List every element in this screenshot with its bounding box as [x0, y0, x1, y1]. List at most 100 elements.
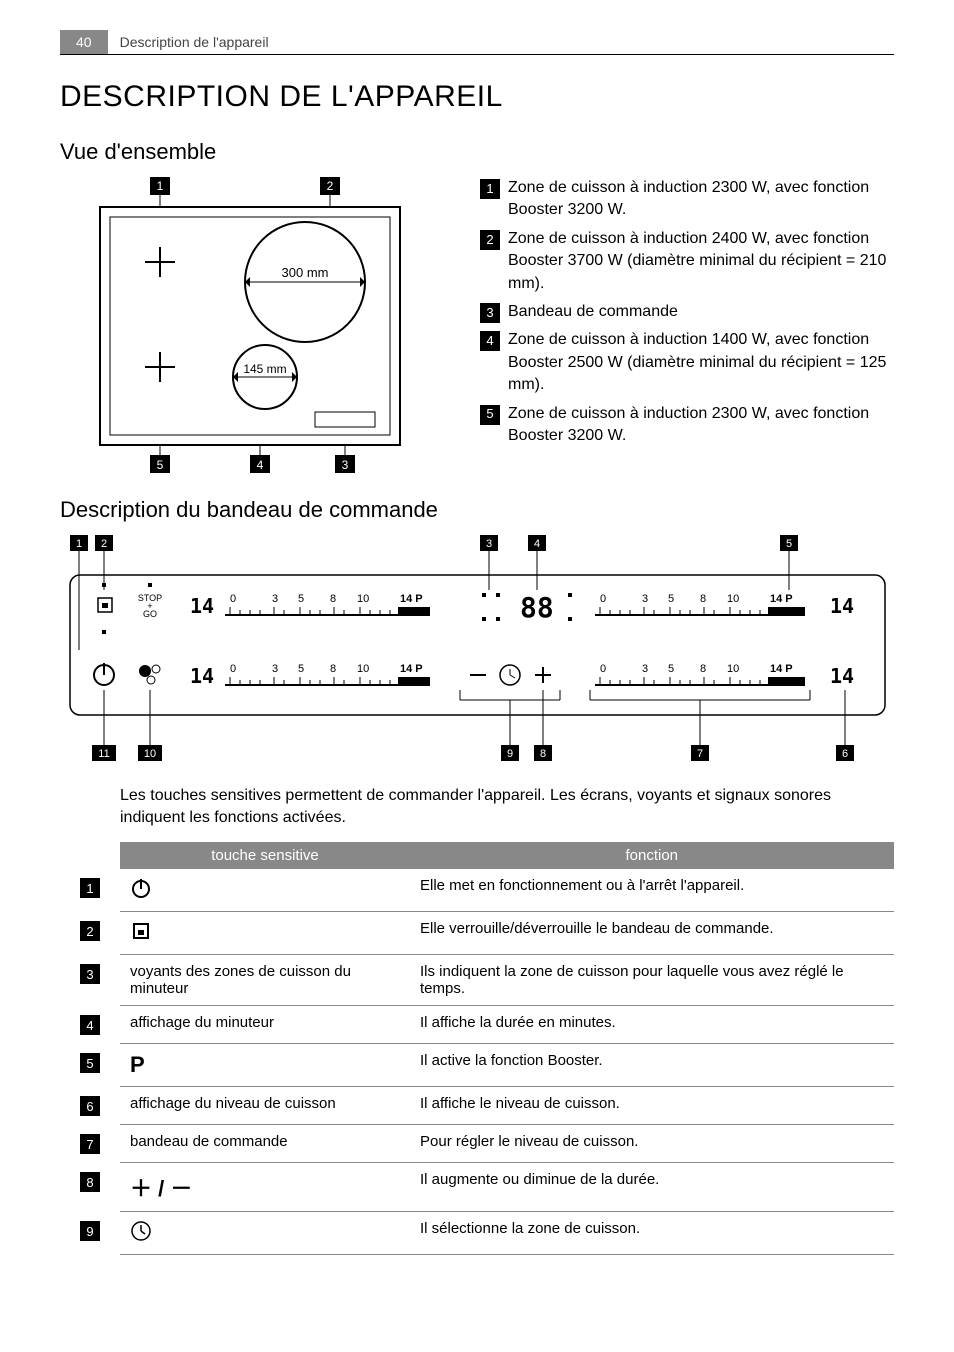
header-section-title: Description de l'appareil [120, 34, 269, 50]
svg-text:GO: GO [143, 609, 157, 619]
svg-text:0: 0 [600, 663, 606, 675]
legend-badge: 5 [480, 405, 500, 425]
table-row-badge: 4 [80, 1015, 100, 1035]
table-function-cell: Elle verrouille/déverrouille le bandeau … [410, 911, 894, 954]
legend-badge: 3 [480, 303, 500, 323]
legend-item: 3 Bandeau de commande [480, 301, 894, 323]
table-function-cell: Pour régler le niveau de cuisson. [410, 1124, 894, 1162]
svg-text:14 P: 14 P [400, 593, 423, 605]
table-row-badge: 9 [80, 1221, 100, 1241]
svg-text:0: 0 [230, 593, 236, 605]
svg-text:14: 14 [190, 594, 214, 618]
booster-icon: P [130, 1052, 145, 1077]
svg-text:3: 3 [642, 593, 648, 605]
overview-legend: 1 Zone de cuisson à induction 2300 W, av… [480, 177, 894, 477]
svg-text:14: 14 [830, 664, 854, 688]
page-number: 40 [60, 30, 108, 54]
legend-item: 2 Zone de cuisson à induction 2400 W, av… [480, 228, 894, 295]
svg-text:9: 9 [507, 748, 513, 760]
cooktop-diagram: 1 2 300 mm 145 mm [60, 177, 430, 477]
svg-text:10: 10 [144, 748, 156, 760]
legend-badge: 2 [480, 230, 500, 250]
svg-text:10: 10 [727, 593, 739, 605]
svg-text:14 P: 14 P [400, 663, 423, 675]
svg-text:7: 7 [697, 748, 703, 760]
svg-text:5: 5 [668, 593, 674, 605]
svg-text:1: 1 [157, 179, 164, 193]
table-row: 2 Elle verrouille/déverrouille le bandeau… [60, 911, 894, 954]
table-symbol-cell [120, 1211, 410, 1254]
table-symbol-cell [120, 911, 410, 954]
table-function-cell: Il augmente ou diminue de la durée. [410, 1162, 894, 1211]
table-row-badge: 3 [80, 964, 100, 984]
legend-text: Zone de cuisson à induction 1400 W, avec… [508, 329, 894, 396]
svg-text:0: 0 [600, 593, 606, 605]
svg-text:0: 0 [230, 663, 236, 675]
table-row-badge: 1 [80, 878, 100, 898]
panel-svg: 1 2 3 4 5 STOP + GO 14 03581014 P [60, 535, 890, 765]
panel-heading: Description du bandeau de commande [60, 497, 894, 523]
svg-text:4: 4 [257, 458, 264, 472]
table-symbol-cell: affichage du niveau de cuisson [120, 1086, 410, 1124]
svg-text:14 P: 14 P [770, 663, 793, 675]
table-row-badge: 7 [80, 1134, 100, 1154]
table-function-cell: Elle met en fonctionnement ou à l'arrêt … [410, 868, 894, 911]
svg-text:5: 5 [298, 593, 304, 605]
table-row: 6 affichage du niveau de cuissonIl affich… [60, 1086, 894, 1124]
table-row-badge: 6 [80, 1096, 100, 1116]
table-row: 7 bandeau de commandePour régler le nivea… [60, 1124, 894, 1162]
table-header-symbol: touche sensitive [120, 842, 410, 868]
svg-text:10: 10 [357, 663, 369, 675]
table-row: 4affichage du minuteurIl affiche la duré… [60, 1005, 894, 1043]
svg-text:8: 8 [330, 663, 336, 675]
svg-text:3: 3 [272, 593, 278, 605]
power-icon [130, 877, 152, 899]
table-row: 9Il sélectionne la zone de cuisson. [60, 1211, 894, 1254]
svg-text:88: 88 [520, 591, 554, 624]
svg-text:5: 5 [298, 663, 304, 675]
svg-text:145 mm: 145 mm [243, 362, 286, 376]
svg-text:1: 1 [76, 538, 82, 550]
table-symbol-cell: ＋ / － [120, 1162, 410, 1211]
legend-text: Bandeau de commande [508, 301, 678, 323]
svg-text:14 P: 14 P [770, 593, 793, 605]
legend-item: 5 Zone de cuisson à induction 2300 W, av… [480, 403, 894, 448]
svg-text:3: 3 [272, 663, 278, 675]
table-function-cell: Il affiche le niveau de cuisson. [410, 1086, 894, 1124]
svg-text:11: 11 [98, 748, 109, 760]
svg-text:8: 8 [700, 663, 706, 675]
svg-text:3: 3 [486, 538, 492, 550]
function-table: touche sensitive fonction 1Elle met en f… [60, 842, 894, 1255]
table-row-badge: 2 [80, 921, 100, 941]
svg-text:3: 3 [642, 663, 648, 675]
table-function-cell: Ils indiquent la zone de cuisson pour la… [410, 954, 894, 1005]
table-row: 1 Elle met en fonctionnement ou à l'arrêt… [60, 868, 894, 911]
main-heading: DESCRIPTION DE L'APPAREIL [60, 80, 894, 114]
lock-icon [130, 920, 152, 942]
svg-text:4: 4 [534, 538, 540, 550]
table-symbol-cell: bandeau de commande [120, 1124, 410, 1162]
svg-text:8: 8 [330, 593, 336, 605]
table-row: 8＋ / －Il augmente ou diminue de la durée… [60, 1162, 894, 1211]
svg-text:6: 6 [842, 748, 848, 760]
page-header: 40 Description de l'appareil [60, 30, 894, 55]
table-row: 5 P Il active la fonction Booster. [60, 1043, 894, 1086]
legend-text: Zone de cuisson à induction 2400 W, avec… [508, 228, 894, 295]
legend-text: Zone de cuisson à induction 2300 W, avec… [508, 403, 894, 448]
svg-text:300 mm: 300 mm [282, 265, 329, 280]
table-row-badge: 5 [80, 1053, 100, 1073]
legend-item: 1 Zone de cuisson à induction 2300 W, av… [480, 177, 894, 222]
table-symbol-cell: affichage du minuteur [120, 1005, 410, 1043]
table-function-cell: Il active la fonction Booster. [410, 1043, 894, 1086]
svg-text:14: 14 [830, 594, 854, 618]
svg-text:5: 5 [786, 538, 792, 550]
table-symbol-cell [120, 868, 410, 911]
cooktop-svg: 1 2 300 mm 145 mm [75, 177, 415, 477]
intro-paragraph: Les touches sensitives permettent de com… [120, 785, 894, 830]
overview-section: 1 2 300 mm 145 mm [60, 177, 894, 477]
legend-badge: 1 [480, 179, 500, 199]
table-symbol-cell: P [120, 1043, 410, 1086]
svg-text:3: 3 [342, 458, 349, 472]
legend-badge: 4 [480, 331, 500, 351]
table-symbol-cell: voyants des zones de cuisson du minuteur [120, 954, 410, 1005]
